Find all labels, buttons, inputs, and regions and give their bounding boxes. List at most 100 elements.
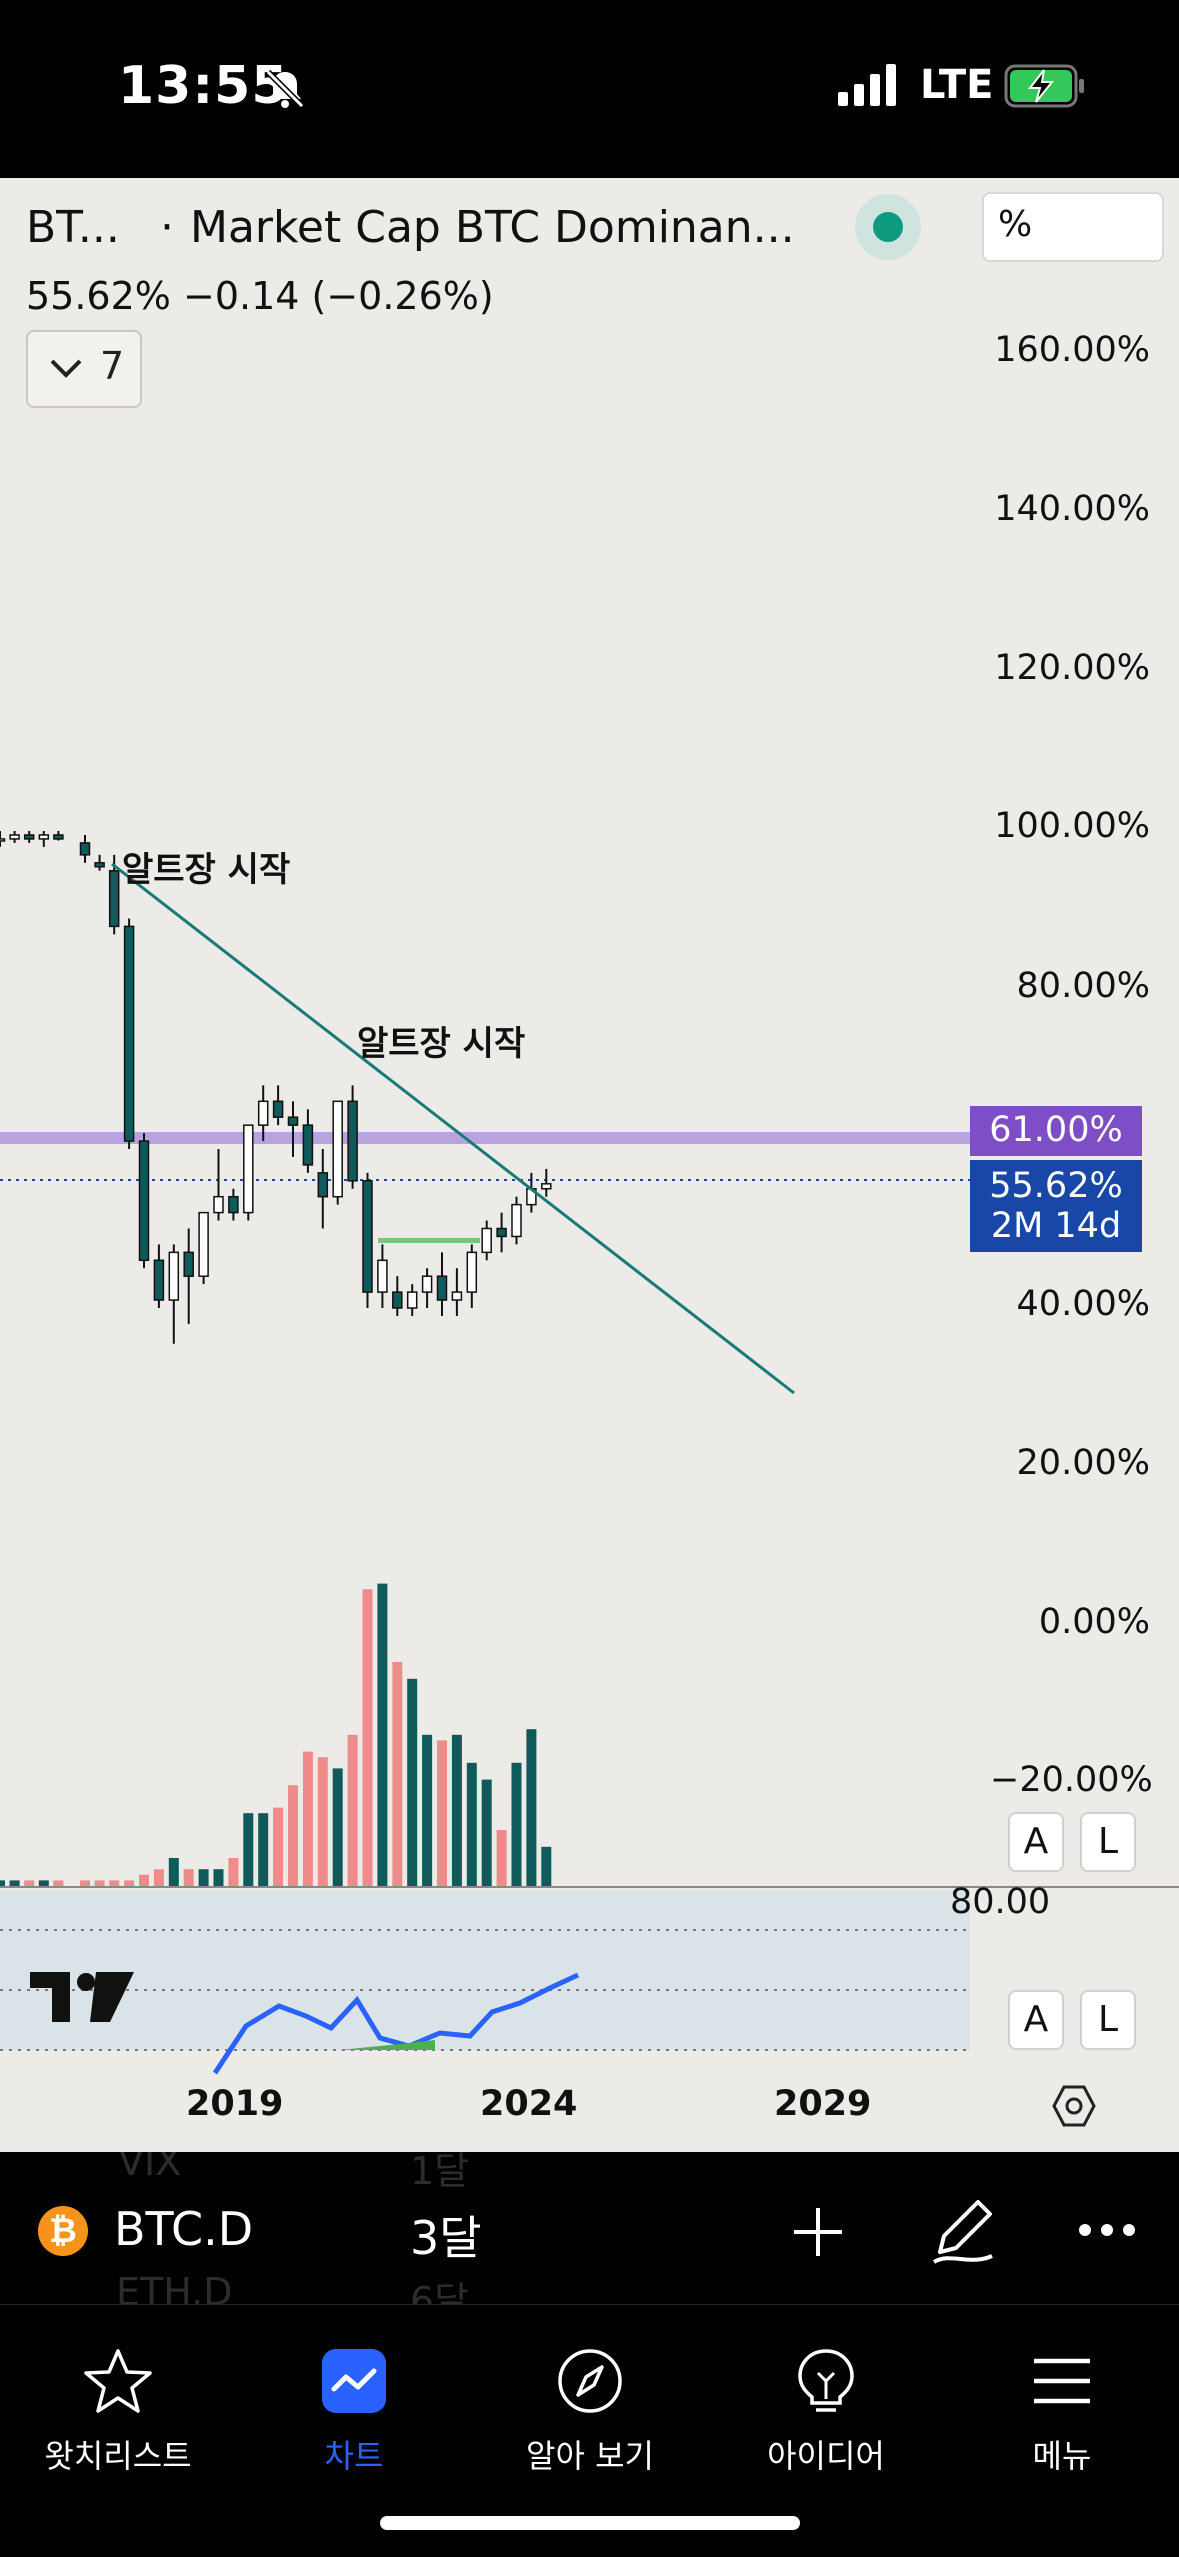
candle-body-bear: [317, 1172, 329, 1198]
more-icon[interactable]: [1078, 2222, 1136, 2238]
candle-body-bull: [541, 1183, 552, 1190]
candle-body-bull: [38, 834, 50, 840]
candle-body-bull: [243, 1124, 254, 1214]
volume-bar: [38, 1880, 49, 1886]
candle: [302, 1109, 314, 1173]
time-label-2024: 2024: [480, 2084, 578, 2124]
time-label-2019: 2019: [186, 2084, 284, 2124]
candle-body-bear: [153, 1259, 165, 1301]
trendline: [111, 862, 795, 1395]
interval-selector[interactable]: 3달: [410, 2211, 482, 2265]
candle: [317, 1149, 329, 1229]
indicators-collapse-button[interactable]: 7: [26, 330, 142, 408]
candle: [123, 918, 135, 1149]
candle: [94, 854, 105, 871]
drawing-tool-icon[interactable]: [930, 2196, 996, 2266]
volume-bars: [0, 1583, 552, 1886]
candle: [541, 1168, 552, 1197]
volume-bar: [0, 1880, 5, 1886]
volume-bar: [153, 1869, 164, 1886]
candle-body-bull: [257, 1100, 269, 1126]
symbol-title[interactable]: BT...: [26, 202, 120, 253]
candle-body-bear: [287, 1116, 299, 1126]
candle: [287, 1101, 299, 1157]
annotation-alt-season-1[interactable]: 알트장 시작: [122, 850, 291, 890]
price-chart[interactable]: [0, 178, 1179, 2152]
candle-body-bear: [272, 1100, 284, 1118]
candle-body-bear: [53, 834, 64, 840]
candle: [406, 1284, 418, 1316]
candle-body-bear: [108, 870, 120, 928]
volume-bar: [526, 1729, 537, 1886]
annotation-alt-season-2[interactable]: 알트장 시작: [357, 1024, 526, 1064]
candle-body-bear: [496, 1227, 507, 1238]
menu-icon: [1034, 2358, 1090, 2404]
add-icon[interactable]: [790, 2204, 846, 2260]
candle: [257, 1085, 269, 1142]
volume-bar: [273, 1807, 284, 1886]
status-bar: 13:55 LTE: [0, 0, 1179, 178]
volume-bar: [362, 1589, 373, 1886]
compass-icon: [558, 2349, 622, 2413]
log-scale-button[interactable]: L: [1080, 1812, 1136, 1872]
candle: [228, 1188, 239, 1221]
indicator-auto-scale-button[interactable]: A: [1008, 1990, 1064, 2050]
status-time: 13:55: [118, 56, 289, 116]
candle: [23, 831, 35, 843]
network-type: LTE: [920, 62, 994, 108]
candle: [183, 1228, 194, 1324]
candle-body-bear: [436, 1275, 448, 1301]
candle: [9, 831, 20, 843]
scale-mode-field[interactable]: %: [982, 192, 1164, 262]
current-value-tag: 55.62% 2M 14d: [970, 1160, 1142, 1252]
candle-body-bull: [451, 1291, 463, 1301]
bitcoin-icon: ₿: [38, 2206, 88, 2256]
volume-bar: [481, 1779, 492, 1886]
candle: [377, 1244, 388, 1308]
volume-bar: [347, 1734, 358, 1886]
candle: [466, 1244, 478, 1308]
candle-body-bull: [198, 1211, 209, 1277]
market-status-indicator[interactable]: [855, 194, 921, 260]
volume-bar: [288, 1785, 298, 1886]
candle: [272, 1085, 284, 1126]
candle-body-bull: [511, 1203, 522, 1238]
candle-body-bear: [123, 925, 135, 1142]
resistance-line: [0, 1132, 970, 1144]
range-highlight: [378, 1238, 480, 1243]
candle-body-bear: [138, 1140, 150, 1262]
candles: [0, 831, 552, 1344]
volume-bar: [198, 1869, 209, 1886]
volume-bar: [139, 1874, 149, 1886]
indicator-name[interactable]: Market Cap BTC Dominan...: [190, 202, 795, 253]
signal-icon: [838, 64, 896, 106]
symbol-bar[interactable]: VIX 1달 ETH.D 6달 ₿ BTC.D 3달: [0, 2152, 1179, 2304]
candle: [347, 1085, 358, 1189]
volume-bar: [422, 1734, 433, 1886]
chart-settings-icon[interactable]: [1052, 2084, 1096, 2128]
symbol-selector[interactable]: BTC.D: [114, 2202, 254, 2256]
tab-label: 왓치리스트: [44, 2437, 192, 2475]
axis-label-100: 100.00%: [994, 806, 1150, 846]
ghost-interval-below: 6달: [410, 2279, 470, 2304]
candle: [0, 831, 6, 847]
candle-body-bull: [9, 834, 20, 840]
indicator-log-scale-button[interactable]: L: [1080, 1990, 1136, 2050]
ghost-symbol-above: VIX: [118, 2152, 182, 2184]
volume-bar: [466, 1762, 477, 1886]
candle-body-bear: [362, 1180, 373, 1293]
indicator-count: 7: [100, 344, 125, 388]
candle-body-bear: [347, 1100, 358, 1182]
volume-bar: [109, 1880, 120, 1886]
candle-body-bear: [302, 1124, 314, 1166]
candle-body-bull: [481, 1227, 492, 1254]
candle-body-bull: [0, 838, 6, 842]
volume-bar: [124, 1880, 135, 1886]
candle-body-bull: [332, 1100, 343, 1198]
auto-scale-button[interactable]: A: [1008, 1812, 1064, 1872]
indicator-panel-bg: [0, 1890, 970, 2050]
chart-area[interactable]: BT... · Market Cap BTC Dominan... % 55.6…: [0, 178, 1179, 2152]
candle-body-bull: [213, 1195, 224, 1214]
candle-body-bull: [168, 1251, 180, 1301]
axis-label-140: 140.00%: [994, 489, 1150, 529]
